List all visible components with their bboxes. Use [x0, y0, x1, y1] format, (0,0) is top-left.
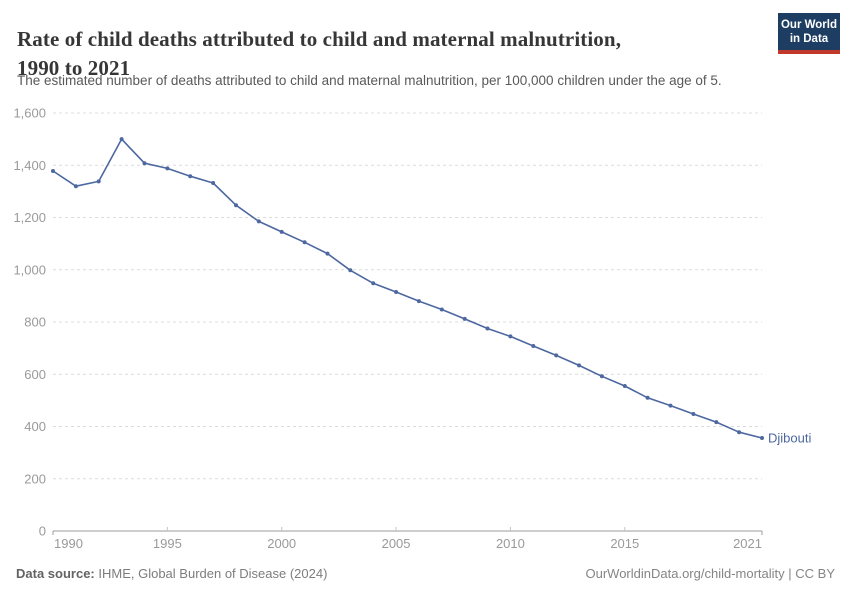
- series-end-label: Djibouti: [768, 430, 811, 445]
- y-axis-tick-label: 1,600: [13, 106, 46, 121]
- y-axis-tick-label: 400: [24, 419, 46, 434]
- data-point: [188, 174, 193, 179]
- data-point: [622, 384, 627, 388]
- y-axis-tick-label: 0: [39, 524, 46, 539]
- data-point: [508, 334, 513, 339]
- data-point: [462, 316, 467, 321]
- data-source-label: Data source:: [16, 566, 95, 581]
- data-point: [211, 181, 216, 185]
- page-title: Rate of child deaths attributed to child…: [17, 25, 621, 83]
- data-point: [760, 436, 764, 440]
- data-point: [554, 353, 559, 358]
- x-axis-tick-label: 1990: [54, 536, 83, 551]
- chart-footer: Data source: IHME, Global Burden of Dise…: [16, 566, 835, 581]
- data-point: [165, 166, 170, 171]
- x-axis-tick-label: 1995: [153, 536, 182, 551]
- title-line-1: Rate of child deaths attributed to child…: [17, 27, 622, 52]
- data-point: [577, 363, 581, 368]
- data-point: [119, 137, 124, 142]
- y-axis-tick-label: 600: [24, 367, 46, 382]
- data-point: [371, 281, 376, 286]
- data-point: [51, 169, 55, 173]
- x-axis-tick-label: 2005: [382, 536, 411, 551]
- data-point: [96, 179, 101, 184]
- data-point: [691, 412, 696, 416]
- logo-line-2: in Data: [789, 33, 829, 45]
- data-point: [256, 219, 261, 224]
- data-point: [416, 299, 421, 304]
- logo-line-1: Our World: [780, 19, 837, 31]
- owid-logo: Our World in Data: [778, 13, 840, 54]
- data-point: [302, 240, 307, 245]
- data-point: [234, 203, 238, 208]
- data-point: [485, 326, 490, 331]
- data-point: [279, 229, 284, 234]
- data-point: [142, 161, 147, 166]
- data-point: [73, 184, 78, 189]
- x-axis-tick-label: 2010: [496, 536, 525, 551]
- y-axis-tick-label: 1,200: [13, 210, 46, 225]
- data-point: [645, 395, 650, 400]
- y-axis-tick-label: 800: [24, 315, 46, 330]
- line-series: [52, 138, 763, 439]
- data-point: [737, 430, 742, 435]
- data-point: [394, 290, 399, 294]
- data-source-note: Data source: IHME, Global Burden of Dise…: [16, 566, 327, 581]
- data-point: [668, 403, 673, 408]
- data-point: [714, 420, 719, 425]
- x-axis-tick-label: 2000: [267, 536, 296, 551]
- x-axis-tick-label: 2015: [610, 536, 639, 551]
- data-source-text: IHME, Global Burden of Disease (2024): [98, 566, 328, 581]
- license-note: OurWorldinData.org/child-mortality | CC …: [585, 566, 836, 581]
- data-point: [599, 374, 604, 379]
- x-axis-tick-label: 2021: [733, 536, 762, 551]
- chart-subtitle: The estimated number of deaths attribute…: [17, 73, 722, 88]
- y-axis-tick-label: 200: [24, 471, 46, 486]
- data-point: [439, 307, 444, 312]
- data-point: [325, 251, 330, 256]
- title-line-2: 1990 to 2021: [17, 56, 131, 81]
- data-point: [531, 344, 536, 348]
- y-axis-tick-label: 1,400: [13, 158, 46, 173]
- data-point: [348, 268, 353, 273]
- y-axis-tick-label: 1,000: [13, 262, 46, 277]
